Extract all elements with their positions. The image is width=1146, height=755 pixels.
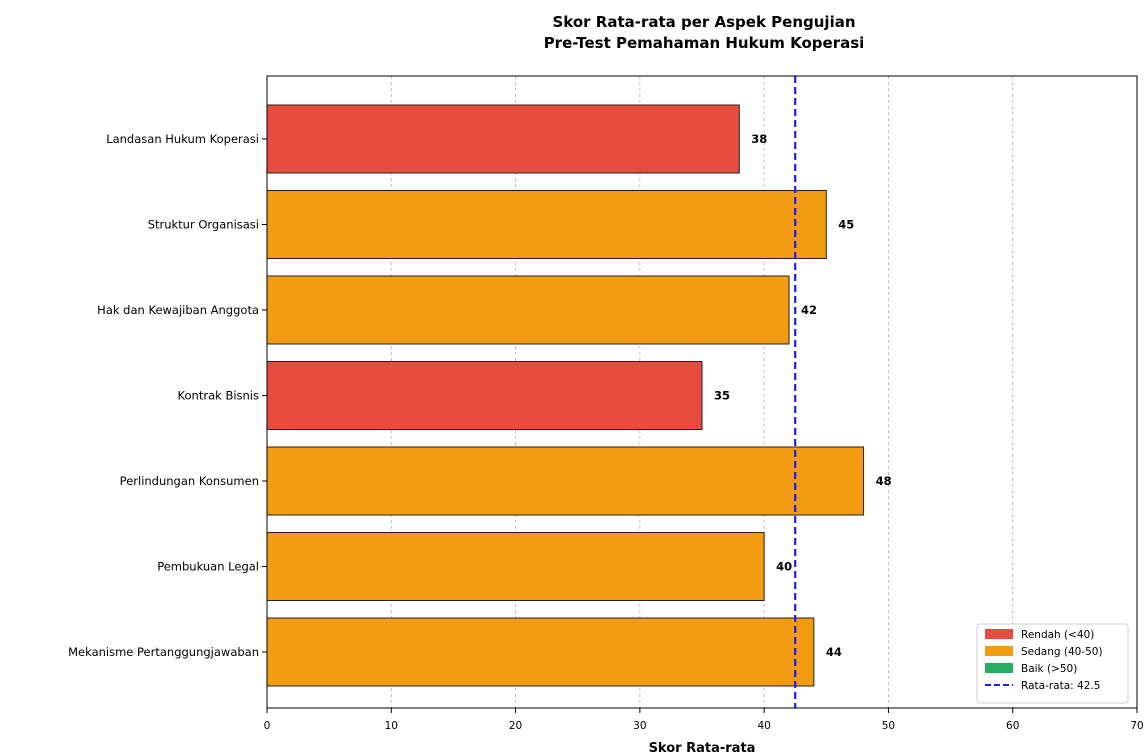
bar	[266, 446, 865, 516]
x-tick-label: 50	[882, 720, 895, 732]
category-label: Kontrak Bisnis	[178, 389, 259, 403]
bar-value-label: 42	[801, 303, 817, 317]
legend-swatch	[985, 663, 1013, 673]
bars-group: 38 45 42 35 48 40 44	[266, 104, 892, 687]
bar-value-label: 45	[838, 218, 854, 232]
legend-label: Sedang (40-50)	[1021, 646, 1103, 658]
chart-subtitle: Pre-Test Pemahaman Hukum Koperasi	[544, 34, 865, 52]
bar	[266, 617, 815, 687]
bar	[266, 361, 703, 430]
bar-value-label: 40	[776, 560, 792, 574]
x-tick-label: 30	[633, 720, 646, 732]
plot-frame	[266, 75, 1138, 709]
y-axis-categories: Landasan Hukum Koperasi Struktur Organisa…	[68, 132, 267, 659]
legend: Rendah (<40) Sedang (40-50) Baik (>50) Rata…	[976, 623, 1129, 704]
x-tick-label: 60	[1006, 720, 1019, 732]
x-tick-label: 0	[264, 720, 271, 732]
bar-value-label: 48	[876, 474, 892, 488]
legend-box	[976, 623, 1129, 704]
bar-value-label: 35	[714, 389, 730, 403]
legend-label: Rata-rata: 42.5	[1021, 680, 1100, 692]
x-tick-label: 70	[1130, 720, 1143, 732]
category-label: Landasan Hukum Koperasi	[106, 132, 259, 146]
category-label: Perlindungan Konsumen	[120, 474, 259, 488]
category-label: Pembukuan Legal	[157, 560, 259, 574]
bar-value-label: 44	[826, 645, 842, 659]
x-tick-label: 40	[757, 720, 770, 732]
category-label: Struktur Organisasi	[148, 218, 259, 232]
bar-value-label: 38	[751, 132, 767, 146]
bar	[266, 190, 827, 259]
x-tick-label: 20	[509, 720, 522, 732]
legend-swatch	[985, 646, 1013, 656]
category-label: Hak dan Kewajiban Anggota	[97, 303, 259, 317]
x-axis-ticks: 0 10 20 30 40 50 60 70	[264, 708, 1144, 732]
bar	[266, 275, 790, 345]
x-tick-label: 10	[385, 720, 398, 732]
category-label: Mekanisme Pertanggungjawaban	[68, 645, 259, 659]
legend-swatch	[985, 629, 1013, 639]
legend-label: Baik (>50)	[1021, 663, 1077, 675]
x-axis-title: Skor Rata-rata	[649, 741, 756, 755]
chart-title: Skor Rata-rata per Aspek Pengujian	[552, 13, 855, 31]
bar	[266, 532, 765, 601]
bar	[266, 104, 740, 174]
legend-label: Rendah (<40)	[1021, 629, 1094, 641]
